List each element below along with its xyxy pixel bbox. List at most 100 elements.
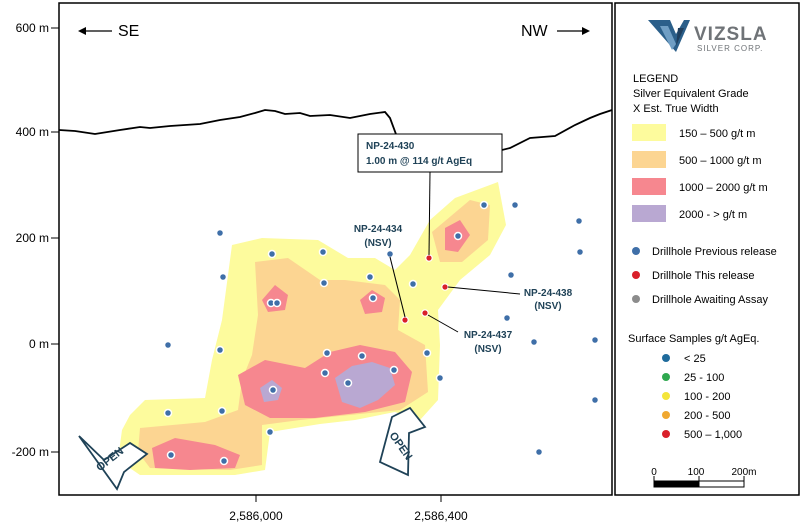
drillhole-marker: [215, 228, 225, 238]
drillhole-marker: [268, 385, 278, 395]
grade-zone-1000-2000-south: [152, 438, 240, 470]
callout-438-note: (NSV): [534, 301, 561, 312]
callout-437-hole: NP-24-437: [464, 330, 513, 341]
drillhole-marker: [267, 249, 277, 259]
legend-subtitle-2: X Est. True Width: [633, 103, 719, 115]
drillhole-np-24-437: [421, 309, 429, 317]
drillhole-legend-label: Drillhole Previous release: [652, 246, 777, 258]
y-tick-label: 200 m: [16, 231, 49, 245]
surface-legend-marker: [662, 354, 670, 362]
drillhole-marker: [453, 231, 463, 241]
drillhole-marker: [219, 456, 229, 466]
drillhole-marker: [215, 345, 225, 355]
surface-samples-title: Surface Samples g/t AgEq.: [628, 333, 759, 345]
drillhole-marker: [389, 365, 399, 375]
drillhole-marker: [163, 340, 173, 350]
drillhole-marker: [575, 247, 585, 257]
drillhole-legend-marker: [632, 271, 640, 279]
grade-swatch: [632, 151, 666, 168]
scale-label: 0: [651, 467, 657, 478]
legend-title: LEGEND: [633, 73, 678, 85]
topography-line: [59, 109, 612, 154]
surface-legend-label: 200 - 500: [684, 410, 730, 422]
drillhole-legend-label: Drillhole This release: [652, 270, 755, 282]
grade-swatch: [632, 178, 666, 195]
callout-434-note: (NSV): [364, 238, 391, 249]
callout-430-hole: NP-24-430: [366, 141, 415, 152]
y-axis: 600 m 400 m 200 m 0 m -200 m: [12, 21, 59, 459]
grade-swatch: [632, 205, 666, 222]
y-tick-label: 0 m: [29, 337, 49, 351]
x-axis: 2,586,000 2,586,400: [229, 495, 468, 523]
y-tick-label: 600 m: [16, 21, 49, 35]
drillhole-marker: [422, 348, 432, 358]
drillhole-np-24-434: [401, 316, 409, 324]
drillhole-marker: [320, 368, 330, 378]
drillhole-marker: [218, 272, 228, 282]
grade-zone-2000-plus: [335, 362, 395, 408]
drillhole-legend-marker: [632, 247, 640, 255]
drillhole-marker: [385, 249, 395, 259]
drillhole-marker: [217, 406, 227, 416]
callout-438-hole: NP-24-438: [524, 288, 573, 299]
drillhole-marker: [318, 247, 328, 257]
drillhole-marker: [166, 450, 176, 460]
surface-legend-marker: [662, 392, 670, 400]
surface-legend-marker: [662, 411, 670, 419]
x-tick-label: 2,586,000: [229, 509, 283, 523]
drillhole-marker: [574, 216, 584, 226]
logo-name: VIZSLA: [694, 24, 768, 45]
company-logo: VIZSLA SILVER CORP.: [648, 20, 768, 53]
surface-legend-marker: [662, 373, 670, 381]
legend-panel: [614, 2, 800, 496]
direction-nw: NW: [521, 23, 590, 40]
grade-swatch: [632, 124, 666, 141]
grade-label: 500 – 1000 g/t m: [679, 155, 762, 167]
scale-label: 200m: [731, 467, 756, 478]
grade-label: 2000 - > g/t m: [679, 209, 747, 221]
surface-legend-label: 100 - 200: [684, 391, 730, 403]
drillhole-legend-label: Drillhole Awaiting Assay: [652, 294, 768, 306]
drillhole-marker: [590, 335, 600, 345]
legend-grades: 150 – 500 g/t m 500 – 1000 g/t m 1000 – 20…: [632, 124, 768, 222]
callout-430-result: 1.00 m @ 114 g/t AgEq: [366, 156, 472, 167]
surface-legend-label: 25 - 100: [684, 372, 724, 384]
drillhole-marker: [510, 200, 520, 210]
drillhole-marker: [365, 272, 375, 282]
drillholes-previous: [163, 200, 600, 466]
callout-434-hole: NP-24-434: [354, 224, 403, 235]
surface-legend-label: 500 – 1,000: [684, 429, 742, 441]
drillhole-marker: [502, 313, 512, 323]
surface-legend-marker: [662, 430, 670, 438]
y-tick-label: -200 m: [12, 445, 49, 459]
callout-np-24-434: NP-24-434 (NSV): [354, 224, 403, 249]
drillhole-marker: [265, 427, 275, 437]
drillhole-marker: [435, 373, 445, 383]
drillhole-marker: [322, 348, 332, 358]
drillhole-legend-marker: [632, 295, 640, 303]
drillhole-marker: [506, 270, 516, 280]
surface-legend-label: < 25: [684, 353, 706, 365]
callout-np-24-437: NP-24-437 (NSV): [464, 330, 513, 355]
x-tick-label: 2,586,400: [414, 509, 468, 523]
callout-437-note: (NSV): [474, 344, 501, 355]
legend-drillholes: Drillhole Previous release Drillhole This…: [632, 246, 777, 306]
drillhole-marker: [534, 447, 544, 457]
drillhole-marker: [408, 279, 418, 289]
drillhole-marker: [319, 278, 329, 288]
callout-np-24-438: NP-24-438 (NSV): [524, 288, 573, 312]
legend-subtitle-1: Silver Equivalent Grade: [633, 88, 749, 100]
drillhole-marker: [479, 200, 489, 210]
drillhole-marker: [357, 351, 367, 361]
drillhole-np-24-438: [441, 283, 449, 291]
direction-se: SE: [78, 23, 139, 40]
grade-label: 150 – 500 g/t m: [679, 128, 755, 140]
drillhole-np-24-430: [425, 254, 433, 262]
open-arrow-right: OPEN: [378, 406, 427, 477]
drillhole-marker: [529, 337, 539, 347]
drillhole-marker: [343, 378, 353, 388]
legend-surface-samples: < 25 25 - 100 100 - 200 200 - 500 500 – 1,00…: [662, 353, 742, 441]
drillhole-marker: [272, 298, 282, 308]
direction-nw-label: NW: [521, 23, 549, 40]
